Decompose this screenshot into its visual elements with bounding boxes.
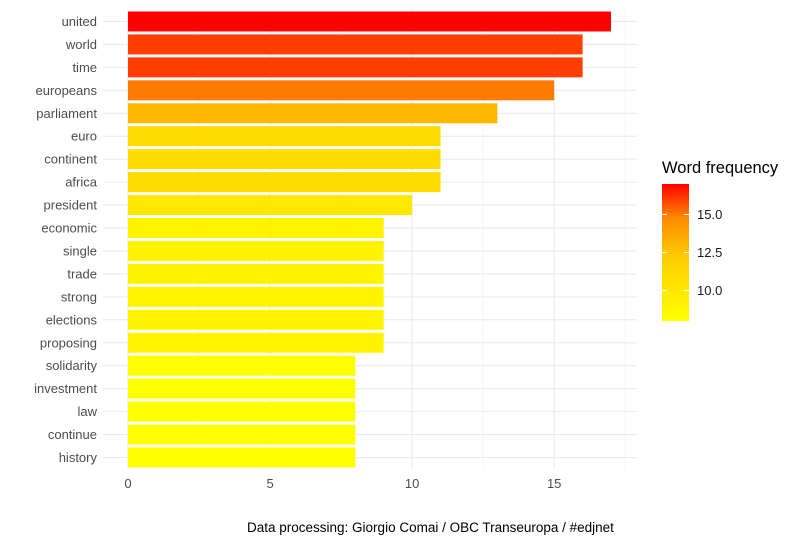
bars-group — [128, 11, 611, 468]
legend-tick-label: 12.5 — [697, 245, 722, 260]
bar-law — [128, 401, 356, 422]
y-tick-label: trade — [67, 266, 97, 281]
bar-united — [128, 11, 611, 32]
x-axis-labels: 0 5 10 15 — [124, 476, 561, 491]
legend-ticks: 10.0 12.5 15.0 — [662, 207, 722, 298]
bar-continue — [128, 424, 356, 445]
y-tick-label: single — [63, 243, 97, 258]
x-tick-label: 15 — [547, 476, 561, 491]
bar-investment — [128, 378, 356, 399]
y-tick-label: investment — [34, 381, 97, 396]
bar-president — [128, 195, 413, 216]
y-tick-label: president — [44, 198, 98, 213]
bar-history — [128, 447, 356, 468]
caption: Data processing: Giorgio Comai / OBC Tra… — [247, 520, 614, 535]
legend-tick-label: 15.0 — [697, 207, 722, 222]
y-tick-label: parliament — [36, 106, 97, 121]
bar-strong — [128, 286, 384, 307]
y-tick-label: proposing — [40, 335, 97, 350]
y-tick-label: solidarity — [46, 358, 98, 373]
x-tick-label: 0 — [124, 476, 131, 491]
bar-trade — [128, 263, 384, 284]
bar-continent — [128, 149, 441, 170]
legend-title: Word frequency — [662, 159, 779, 177]
y-tick-label: elections — [46, 312, 98, 327]
y-tick-label: europeans — [36, 83, 98, 98]
bar-euro — [128, 126, 441, 147]
y-tick-label: united — [62, 14, 97, 29]
bar-time — [128, 57, 583, 78]
y-tick-label: strong — [61, 289, 97, 304]
y-tick-label: continent — [44, 152, 97, 167]
bar-europeans — [128, 80, 555, 101]
bar-africa — [128, 172, 441, 193]
legend: Word frequency 10.0 12.5 15.0 — [662, 159, 779, 321]
grid-lines — [103, 10, 637, 469]
y-tick-label: history — [59, 450, 98, 465]
x-tick-label: 5 — [266, 476, 273, 491]
y-tick-label: world — [65, 37, 97, 52]
bar-parliament — [128, 103, 498, 124]
bar-proposing — [128, 332, 384, 353]
bar-world — [128, 34, 583, 55]
x-tick-label: 10 — [405, 476, 419, 491]
y-tick-label: time — [72, 60, 97, 75]
y-tick-label: africa — [65, 175, 98, 190]
bar-solidarity — [128, 355, 356, 376]
bar-elections — [128, 309, 384, 330]
bar-single — [128, 240, 384, 261]
y-axis-labels: united world time europeans parliament euro co… — [34, 14, 98, 465]
y-tick-label: euro — [71, 129, 97, 144]
legend-tick-label: 10.0 — [697, 283, 722, 298]
y-tick-label: continue — [48, 427, 97, 442]
y-tick-label: law — [77, 404, 97, 419]
bar-economic — [128, 218, 384, 239]
y-tick-label: economic — [41, 221, 97, 236]
